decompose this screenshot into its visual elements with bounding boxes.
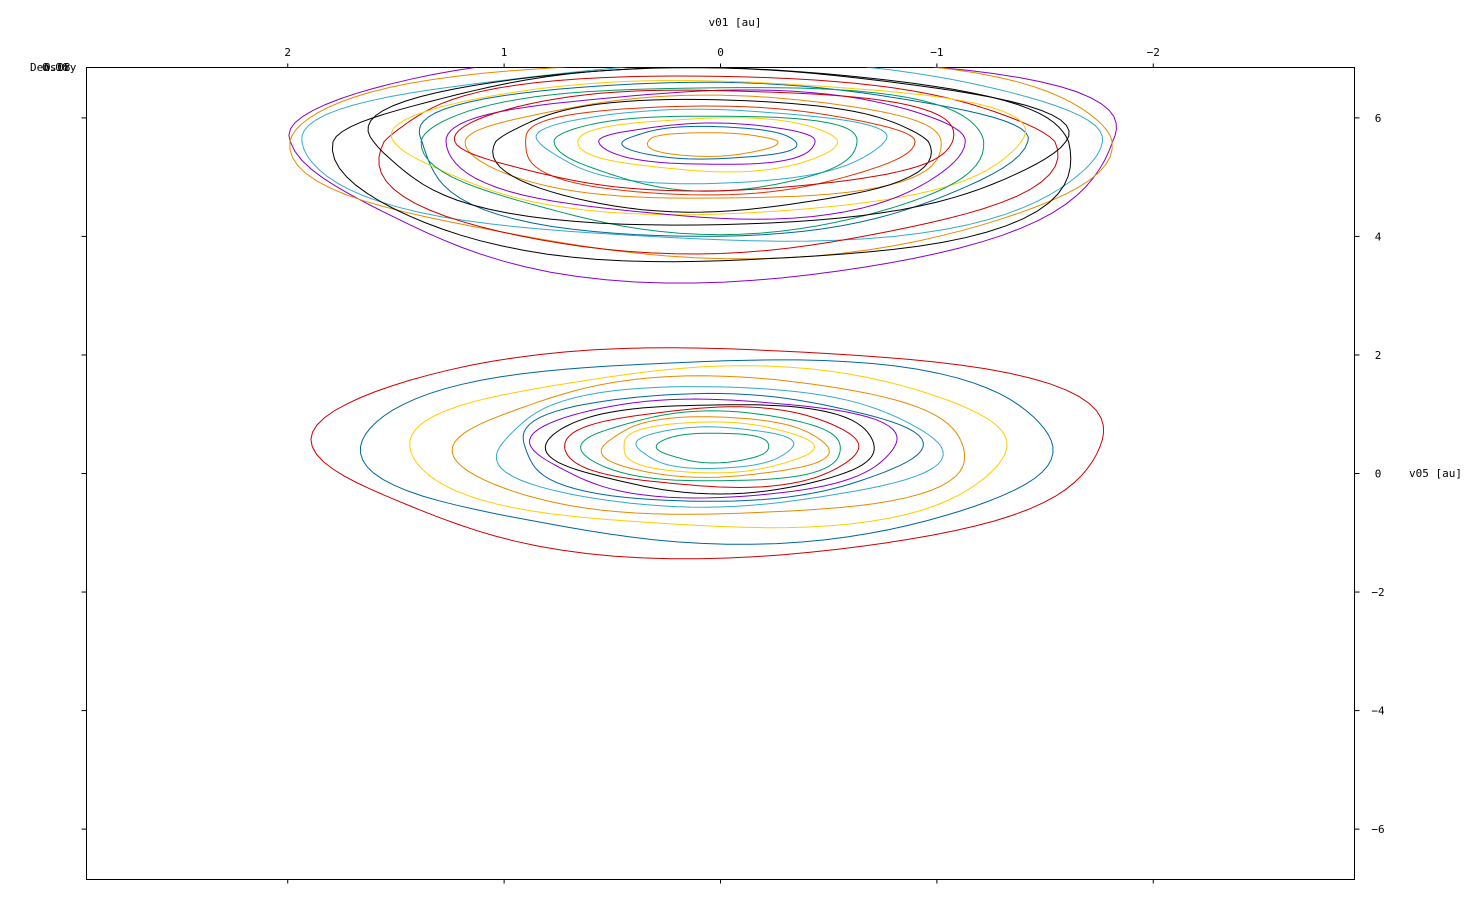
- x-tick-label: 2: [284, 46, 291, 59]
- contour-line: [580, 410, 841, 482]
- contour-line: [522, 392, 924, 502]
- contour-line: [598, 122, 816, 165]
- contour-line: [564, 406, 860, 489]
- contour-line: [453, 89, 955, 192]
- contour-lines: [288, 67, 1117, 560]
- contour-line: [635, 426, 795, 469]
- contour-line: [390, 79, 1027, 216]
- x-axis-ticks: 2 1 0 −1 −2: [284, 46, 1160, 884]
- y-tick-label: 4: [1375, 230, 1382, 243]
- x-tick-label: −1: [930, 46, 943, 59]
- contour-line: [529, 398, 898, 499]
- y-axis-title: v05 [au]: [1409, 467, 1462, 480]
- contour-line: [464, 94, 942, 199]
- contour-line: [647, 132, 779, 157]
- density-corner-tick-2: 0.08: [44, 61, 71, 74]
- y-tick-label: −6: [1371, 823, 1384, 836]
- contour-line: [544, 404, 875, 495]
- contour-line: [418, 81, 1029, 237]
- y-tick-label: 2: [1375, 349, 1382, 362]
- x-tick-label: 0: [717, 46, 724, 59]
- y-tick-label: 6: [1375, 112, 1382, 125]
- contour-line: [655, 432, 770, 464]
- contour-line: [621, 125, 798, 160]
- density-corner-tick-1: 0.06: [42, 61, 69, 74]
- y-tick-label: −4: [1371, 705, 1385, 718]
- contour-line: [600, 416, 830, 478]
- x-tick-label: 1: [501, 46, 508, 59]
- contour-line: [445, 89, 966, 220]
- x-tick-label: −2: [1147, 46, 1160, 59]
- y-tick-label: 0: [1375, 468, 1382, 481]
- contour-line: [525, 105, 916, 196]
- contour-line: [378, 75, 1059, 255]
- contour-line: [409, 365, 1008, 529]
- plot-frame: [86, 67, 1355, 880]
- y-axis-ticks: 6 4 2 0 −2 −4 −6: [81, 112, 1385, 836]
- contour-line: [359, 359, 1054, 545]
- contour-line: [553, 115, 858, 192]
- contour-line: [420, 87, 985, 236]
- contour-line: [577, 117, 839, 173]
- contour-line: [535, 108, 888, 185]
- y-tick-label: −2: [1371, 586, 1384, 599]
- contour-line: [310, 347, 1105, 560]
- contour-line: [623, 421, 816, 474]
- contour-line: [288, 67, 1117, 284]
- contour-line: [495, 386, 944, 508]
- contour-line: [492, 98, 932, 213]
- density-corner-label: Density: [30, 61, 77, 74]
- contour-line: [451, 375, 966, 515]
- contour-line: [331, 67, 1072, 263]
- x-axis-title: v01 [au]: [709, 16, 762, 29]
- contour-line: [367, 67, 1070, 226]
